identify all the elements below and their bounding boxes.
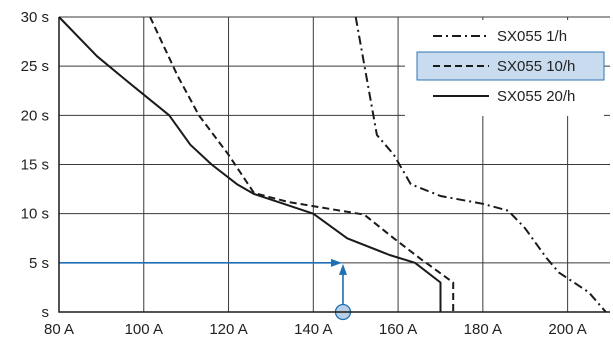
legend: SX055 1/h SX055 10/h SX055 20/h: [405, 20, 605, 116]
series-lines: [58, 16, 607, 313]
y-tick-label: 5 s: [29, 255, 49, 272]
arrowhead-up-icon: [338, 263, 347, 275]
series-line-sx055-1-h: [354, 16, 607, 313]
x-tick-label: 180 A: [464, 321, 502, 338]
x-tick-label: 200 A: [548, 321, 586, 338]
y-tick-label: 25 s: [21, 58, 49, 75]
y-tick-label: 20 s: [21, 107, 49, 124]
x-tick-label: 80 A: [44, 321, 74, 338]
y-tick-label: 30 s: [21, 9, 49, 26]
series-line-sx055-20-h: [58, 16, 442, 312]
legend-label-sx055-10-h: SX055 10/h: [497, 58, 575, 75]
legend-label-sx055-20-h: SX055 20/h: [497, 88, 575, 105]
x-tick-label: 100 A: [125, 321, 163, 338]
x-axis-ticks: 80 A 100 A 120 A 140 A 160 A 180 A 200 A: [44, 321, 587, 338]
y-tick-label: 10 s: [21, 206, 49, 223]
operating-point-annotation: [59, 258, 352, 321]
legend-label-sx055-1-h: SX055 1/h: [497, 28, 567, 45]
x-tick-label: 120 A: [209, 321, 247, 338]
y-tick-label: 15 s: [21, 157, 49, 174]
x-tick-label: 160 A: [379, 321, 417, 338]
plot-frame: [58, 17, 610, 313]
y-axis-ticks: s 5 s 10 s 15 s 20 s 25 s 30 s: [21, 9, 49, 321]
x-tick-label: 140 A: [294, 321, 332, 338]
axis-frame: [58, 17, 610, 313]
y-tick-label: s: [42, 304, 50, 321]
arrowhead-right-icon: [330, 258, 342, 267]
series-line-sx055-10-h: [149, 16, 455, 312]
